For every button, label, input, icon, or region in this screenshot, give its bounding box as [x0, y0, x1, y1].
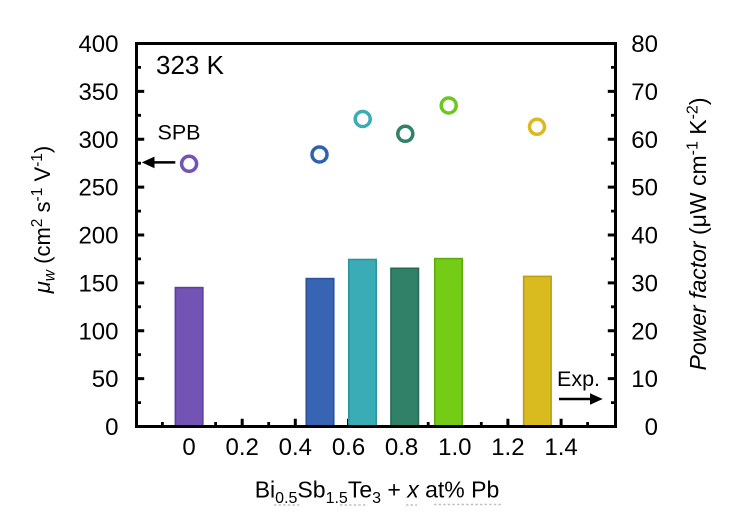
svg-text:0: 0	[645, 414, 658, 441]
svg-text:50: 50	[92, 366, 119, 393]
svg-text:Bi0.5Sb1.5Te3 + x at% Pb: Bi0.5Sb1.5Te3 + x at% Pb	[255, 477, 500, 508]
svg-text:20: 20	[631, 318, 658, 345]
svg-text:100: 100	[78, 318, 118, 345]
svg-text:μw (cm2 s-1 V-1): μw (cm2 s-1 V-1)	[29, 146, 59, 295]
svg-text:50: 50	[631, 175, 658, 202]
svg-text:0: 0	[105, 414, 118, 441]
svg-text:300: 300	[78, 127, 118, 154]
svg-text:250: 250	[78, 175, 118, 202]
svg-text:0.4: 0.4	[279, 434, 312, 461]
svg-text:SPB: SPB	[157, 121, 200, 145]
svg-text:200: 200	[78, 223, 118, 250]
svg-text:40: 40	[631, 223, 658, 250]
svg-text:323 K: 323 K	[156, 50, 225, 80]
svg-text:1.0: 1.0	[438, 434, 471, 461]
svg-text:150: 150	[78, 271, 118, 298]
svg-text:60: 60	[631, 127, 658, 154]
svg-text:350: 350	[78, 79, 118, 106]
svg-text:0.6: 0.6	[332, 434, 365, 461]
svg-text:30: 30	[631, 271, 658, 298]
svg-text:0: 0	[182, 434, 195, 461]
svg-text:1.4: 1.4	[544, 434, 577, 461]
svg-text:400: 400	[78, 31, 118, 58]
svg-text:Power factor (μW cm-1 K-2): Power factor (μW cm-1 K-2)	[685, 97, 712, 370]
svg-text:0.2: 0.2	[226, 434, 259, 461]
svg-text:10: 10	[631, 366, 658, 393]
svg-text:1.2: 1.2	[491, 434, 524, 461]
svg-text:70: 70	[631, 79, 658, 106]
svg-text:80: 80	[631, 31, 658, 58]
svg-text:Exp.: Exp.	[557, 367, 600, 391]
svg-text:0.8: 0.8	[385, 434, 418, 461]
